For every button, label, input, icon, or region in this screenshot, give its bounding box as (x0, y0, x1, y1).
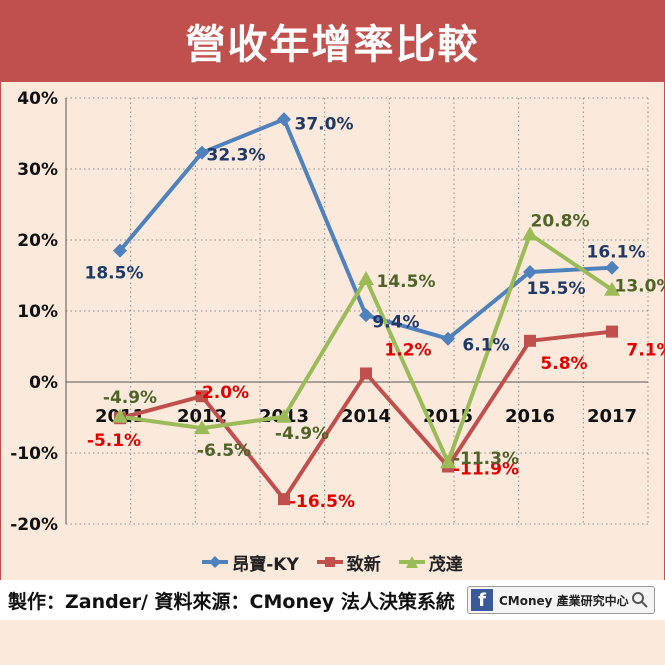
bottom-band (0, 620, 665, 665)
data-label: 32.3% (207, 146, 266, 166)
y-tick-label: 40% (17, 89, 58, 109)
data-label: -11.3% (453, 449, 519, 469)
data-label: 6.1% (462, 336, 509, 356)
data-point (360, 367, 372, 380)
legend-label: 致新 (346, 554, 381, 575)
data-point (604, 281, 620, 296)
x-tick-label: 2016 (505, 406, 555, 427)
y-tick-label: 0% (29, 373, 58, 393)
line-chart: -20%-10%0%10%20%30%40%201120122013201420… (10, 89, 665, 535)
data-point (359, 308, 373, 323)
data-label: 16.1% (587, 243, 646, 263)
badge-label: CMoney 產業研究中心 (499, 593, 629, 608)
data-label: 9.4% (372, 312, 419, 332)
search-icon[interactable] (630, 590, 650, 610)
data-label: 7.1% (626, 341, 665, 361)
data-label: 13.0% (615, 277, 665, 297)
data-point (441, 331, 455, 346)
legend-swatch (202, 556, 229, 568)
data-point (194, 420, 210, 435)
data-point (278, 493, 290, 506)
data-label: -4.9% (103, 388, 157, 408)
data-point (112, 408, 128, 423)
x-tick-label: 2017 (587, 406, 637, 427)
data-point (276, 408, 292, 423)
y-tick-label: -20% (10, 515, 58, 535)
footer-credit: 製作：Zander/ 資料來源：CMoney 法人決策系統 (8, 590, 455, 613)
plot-area (66, 98, 648, 524)
y-tick-label: -10% (10, 444, 58, 464)
data-point (195, 145, 209, 160)
legend-item: 昂寶-KY (202, 550, 299, 575)
data-label: 37.0% (295, 114, 354, 134)
data-point (196, 390, 208, 403)
data-point (277, 112, 291, 127)
data-label: -16.5% (289, 492, 355, 512)
y-tick-label: 20% (17, 231, 58, 251)
data-label: 20.8% (531, 211, 590, 231)
legend-swatch (398, 556, 425, 568)
data-point (523, 264, 537, 279)
data-label: 5.8% (540, 354, 587, 374)
data-label: -11.9% (453, 459, 519, 479)
chart-title: 營收年增率比較 (185, 22, 480, 68)
data-label: -2.0% (195, 383, 249, 403)
data-point (606, 325, 618, 338)
data-label: -5.1% (87, 431, 141, 451)
data-label: -6.5% (197, 441, 251, 461)
data-point (113, 243, 127, 258)
data-point (524, 334, 536, 347)
data-label: 1.2% (384, 340, 431, 360)
data-label: 15.5% (527, 279, 586, 299)
data-point (440, 454, 456, 469)
chart-legend: 昂寶-KY 致新 茂達 (0, 548, 665, 576)
facebook-icon: f (471, 589, 493, 611)
y-tick-label: 30% (17, 160, 58, 180)
data-point (358, 271, 374, 286)
data-point (605, 260, 619, 275)
x-tick-label: 2014 (341, 406, 391, 427)
legend-label: 茂達 (428, 554, 463, 575)
legend-swatch (316, 557, 343, 567)
legend-item: 致新 (316, 550, 381, 575)
data-label: 14.5% (377, 272, 436, 292)
legend-item: 茂達 (398, 550, 463, 575)
data-label: -4.9% (275, 424, 329, 444)
title-bar: 營收年增率比較 (0, 0, 665, 82)
y-tick-label: 10% (17, 302, 58, 322)
data-label: 18.5% (85, 264, 144, 284)
legend-label: 昂寶-KY (232, 554, 299, 575)
facebook-badge[interactable]: f CMoney 產業研究中心 (467, 586, 655, 614)
data-point (522, 226, 538, 241)
